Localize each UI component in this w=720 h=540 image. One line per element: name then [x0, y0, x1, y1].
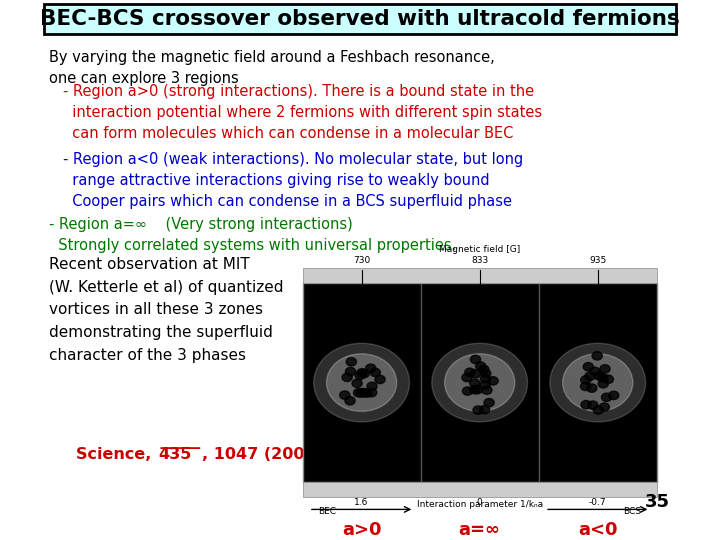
Circle shape: [600, 364, 610, 373]
Text: 730: 730: [353, 255, 370, 265]
Circle shape: [370, 368, 380, 376]
Circle shape: [590, 367, 600, 375]
Circle shape: [598, 380, 608, 388]
Text: - Region a=∞    (Very strong interactions)
  Strongly correlated systems with un: - Region a=∞ (Very strong interactions) …: [48, 218, 456, 253]
Text: 1.6: 1.6: [354, 498, 369, 507]
Circle shape: [354, 389, 364, 397]
Circle shape: [359, 369, 369, 378]
Circle shape: [601, 393, 612, 402]
Circle shape: [588, 401, 598, 409]
Text: Magnetic field [G]: Magnetic field [G]: [439, 245, 521, 254]
Circle shape: [346, 367, 356, 376]
Circle shape: [550, 343, 646, 422]
Circle shape: [464, 368, 475, 376]
Circle shape: [346, 357, 356, 366]
FancyBboxPatch shape: [44, 4, 676, 34]
Text: BCS: BCS: [623, 507, 641, 516]
Text: , 1047 (2005): , 1047 (2005): [202, 447, 323, 462]
Circle shape: [592, 352, 603, 360]
Circle shape: [594, 372, 604, 380]
Circle shape: [357, 369, 367, 377]
Text: -0.7: -0.7: [589, 498, 606, 507]
Text: Science,: Science,: [76, 447, 157, 462]
Circle shape: [484, 399, 494, 407]
Text: a=∞: a=∞: [459, 522, 500, 539]
Text: 435: 435: [158, 447, 192, 462]
Circle shape: [583, 362, 593, 371]
Text: BEC: BEC: [318, 507, 336, 516]
FancyBboxPatch shape: [302, 283, 657, 482]
Circle shape: [345, 396, 355, 405]
FancyBboxPatch shape: [302, 268, 657, 283]
Circle shape: [470, 355, 481, 363]
Circle shape: [366, 388, 377, 397]
Circle shape: [562, 354, 633, 411]
Circle shape: [472, 386, 482, 394]
Circle shape: [361, 389, 372, 397]
Circle shape: [593, 406, 603, 414]
Text: - Region a>0 (strong interactions). There is a bound state in the
  interaction : - Region a>0 (strong interactions). Ther…: [63, 84, 542, 141]
Circle shape: [352, 379, 362, 388]
Circle shape: [587, 384, 597, 392]
Circle shape: [462, 387, 472, 395]
Text: - Region a<0 (weak interactions). No molecular state, but long
  range attractiv: - Region a<0 (weak interactions). No mol…: [63, 152, 523, 209]
Circle shape: [359, 388, 369, 397]
Circle shape: [480, 406, 490, 414]
Text: 833: 833: [471, 255, 488, 265]
Circle shape: [375, 375, 385, 383]
Circle shape: [314, 343, 410, 422]
Circle shape: [444, 354, 515, 411]
Circle shape: [598, 374, 608, 382]
Circle shape: [603, 375, 613, 383]
Text: 35: 35: [644, 493, 670, 511]
Text: a<0: a<0: [578, 522, 618, 539]
Text: By varying the magnetic field around a Feshbach resonance,
one can explore 3 reg: By varying the magnetic field around a F…: [48, 50, 495, 86]
Circle shape: [480, 374, 490, 383]
Circle shape: [326, 354, 397, 411]
Text: Recent observation at MIT
(W. Ketterle et al) of quantized
vortices in all these: Recent observation at MIT (W. Ketterle e…: [48, 257, 283, 363]
Text: 935: 935: [589, 255, 606, 265]
Circle shape: [488, 376, 498, 385]
Text: BEC-BCS crossover observed with ultracold fermions: BEC-BCS crossover observed with ultracol…: [40, 9, 680, 29]
Circle shape: [367, 382, 377, 390]
Circle shape: [599, 403, 609, 411]
Circle shape: [581, 401, 591, 409]
Circle shape: [580, 382, 590, 390]
Circle shape: [462, 373, 472, 382]
Circle shape: [366, 364, 376, 373]
Circle shape: [432, 343, 528, 422]
Circle shape: [482, 386, 492, 394]
Circle shape: [481, 369, 491, 377]
Circle shape: [608, 391, 618, 400]
Circle shape: [340, 391, 350, 399]
Circle shape: [480, 381, 490, 389]
FancyBboxPatch shape: [302, 482, 657, 497]
Text: Interaction parameter 1/kₙa: Interaction parameter 1/kₙa: [417, 501, 543, 510]
Circle shape: [355, 371, 365, 380]
Circle shape: [479, 365, 489, 374]
Circle shape: [342, 373, 352, 382]
Circle shape: [585, 372, 595, 381]
Circle shape: [470, 369, 481, 378]
Circle shape: [356, 389, 366, 397]
Circle shape: [475, 362, 486, 370]
Circle shape: [473, 406, 483, 414]
Circle shape: [469, 379, 480, 387]
Text: 0: 0: [477, 498, 482, 507]
Text: a>0: a>0: [342, 522, 382, 539]
Circle shape: [469, 386, 480, 394]
Circle shape: [581, 376, 591, 384]
